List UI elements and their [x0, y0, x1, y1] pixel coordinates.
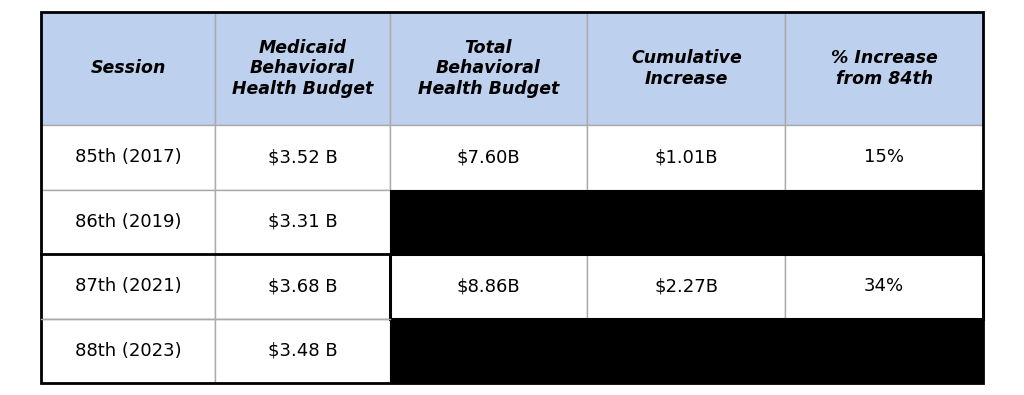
Bar: [215, 12, 389, 125]
Text: Cumulative
Increase: Cumulative Increase: [631, 49, 741, 88]
Text: $1.01B: $1.01B: [654, 149, 718, 166]
Bar: [588, 12, 785, 125]
Bar: [389, 254, 983, 319]
Text: Total
Behavioral
Health Budget: Total Behavioral Health Budget: [418, 39, 559, 98]
Text: 85th (2017): 85th (2017): [75, 149, 181, 166]
Text: 88th (2023): 88th (2023): [75, 342, 181, 360]
Bar: [389, 254, 588, 319]
Bar: [389, 12, 588, 125]
Bar: [215, 125, 389, 190]
Bar: [389, 319, 983, 383]
Text: $3.48 B: $3.48 B: [267, 342, 337, 360]
Bar: [41, 125, 215, 190]
Text: Medicaid
Behavioral
Health Budget: Medicaid Behavioral Health Budget: [231, 39, 373, 98]
Text: 86th (2019): 86th (2019): [75, 213, 181, 231]
Text: $7.60B: $7.60B: [457, 149, 520, 166]
Bar: [389, 125, 588, 190]
Bar: [41, 254, 215, 319]
Text: $3.52 B: $3.52 B: [267, 149, 337, 166]
Text: $3.31 B: $3.31 B: [267, 213, 337, 231]
Text: % Increase
from 84th: % Increase from 84th: [830, 49, 938, 88]
Bar: [785, 125, 983, 190]
Bar: [785, 12, 983, 125]
Bar: [215, 190, 389, 254]
Bar: [215, 319, 389, 383]
Bar: [588, 254, 785, 319]
Text: $3.68 B: $3.68 B: [267, 277, 337, 295]
Bar: [41, 319, 215, 383]
Bar: [41, 190, 215, 254]
Text: $2.27B: $2.27B: [654, 277, 718, 295]
Bar: [785, 254, 983, 319]
Text: 87th (2021): 87th (2021): [75, 277, 181, 295]
Bar: [215, 254, 389, 319]
Bar: [588, 125, 785, 190]
Text: Session: Session: [90, 60, 166, 77]
Bar: [389, 190, 983, 254]
Text: 15%: 15%: [864, 149, 904, 166]
Bar: [41, 12, 215, 125]
Text: 34%: 34%: [864, 277, 904, 295]
Text: $8.86B: $8.86B: [457, 277, 520, 295]
